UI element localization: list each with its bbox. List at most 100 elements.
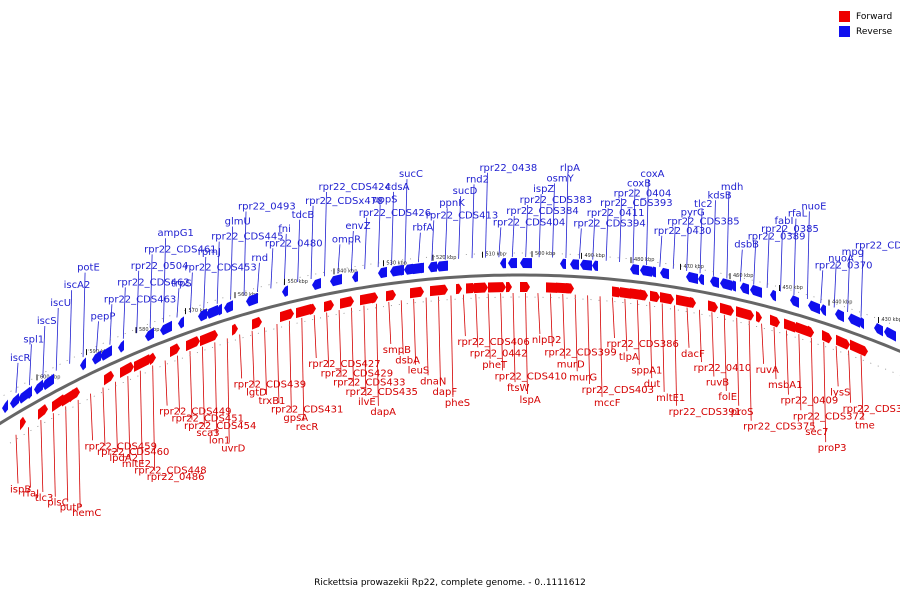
reverse-gene-arrow bbox=[100, 345, 112, 361]
gene-label: coxA bbox=[640, 169, 664, 180]
connector-line bbox=[806, 211, 810, 300]
connector-line bbox=[230, 226, 234, 300]
connector-line bbox=[65, 406, 69, 502]
tick-label: 490 kbp bbox=[585, 253, 605, 259]
connector-line bbox=[462, 294, 466, 337]
connector-line bbox=[723, 314, 727, 392]
forward-gene-arrow bbox=[720, 302, 734, 316]
label-connector-lines bbox=[15, 172, 864, 507]
connector-line bbox=[102, 387, 106, 446]
gene-label: rpr22_CDS410 bbox=[495, 371, 567, 382]
connector-line bbox=[450, 295, 454, 397]
gene-label: iscR bbox=[10, 353, 30, 364]
reverse-swatch bbox=[839, 26, 850, 37]
connector-line bbox=[375, 303, 379, 406]
reverse-gene-arrow bbox=[740, 282, 749, 295]
connector-line bbox=[404, 179, 408, 264]
gene-label: ampG1 bbox=[158, 228, 194, 239]
reverse-gene-arrow bbox=[808, 300, 820, 315]
gene-label: mltE1 bbox=[656, 393, 685, 404]
gene-label: rpr22_CDS435 bbox=[346, 387, 418, 398]
reverse-gene-arrow bbox=[246, 293, 258, 307]
connector-line bbox=[498, 227, 502, 258]
gene-label: leuS bbox=[408, 366, 430, 377]
connector-line bbox=[592, 218, 596, 260]
gene-label: nuoE bbox=[801, 201, 826, 212]
forward-gene-arrow bbox=[736, 306, 754, 321]
reverse-gene-arrow bbox=[410, 262, 422, 275]
connector-line bbox=[96, 321, 99, 351]
connector-line bbox=[739, 249, 743, 282]
gene-label: lgtD bbox=[246, 388, 267, 399]
forward-gene-arrow bbox=[324, 299, 334, 312]
gene-label: rpr22_CDS427 bbox=[308, 359, 380, 370]
gene-label: rpr22_CDS445 bbox=[211, 232, 283, 243]
gene-label: rpr22_CDS384 bbox=[506, 206, 578, 217]
gene-label: msbA1 bbox=[768, 380, 803, 391]
connector-line bbox=[599, 296, 603, 397]
connector-line bbox=[15, 362, 19, 393]
gene-label: tlc2 bbox=[694, 199, 713, 210]
connector-line bbox=[786, 330, 789, 395]
forward-gene-arrow bbox=[386, 289, 396, 302]
reverse-gene-arrow bbox=[330, 274, 342, 287]
gene-label: rpr22_CDS449 bbox=[159, 407, 231, 418]
gene-label: fabI bbox=[775, 216, 794, 227]
gene-label: murD bbox=[557, 360, 585, 371]
gene-label: rnd bbox=[251, 253, 268, 264]
gene-label: hemC bbox=[72, 508, 101, 519]
legend-forward-label: Forward bbox=[856, 11, 893, 22]
backbone-arc bbox=[0, 273, 900, 426]
gene-label: dut bbox=[644, 379, 661, 390]
reverse-gene-arrow bbox=[580, 259, 592, 271]
forward-gene-arrow bbox=[38, 404, 48, 420]
connector-line bbox=[636, 300, 640, 365]
connector-line bbox=[537, 293, 541, 335]
forward-gene-arrow bbox=[372, 292, 378, 304]
reverse-gene-arrow bbox=[80, 357, 86, 371]
gene-label: rpr22_0504 bbox=[131, 261, 189, 272]
gene-label: ispB bbox=[10, 484, 31, 495]
gene-label: sucC bbox=[399, 169, 423, 180]
gene-label: rpr22_0370 bbox=[815, 260, 873, 271]
gene-label: tdcB bbox=[292, 210, 315, 221]
gene-label: tme bbox=[855, 420, 875, 431]
connector-line bbox=[203, 256, 207, 309]
reverse-gene-arrow bbox=[398, 264, 404, 276]
gene-label: ruvB bbox=[706, 377, 729, 388]
forward-gene-arrow bbox=[784, 318, 798, 333]
gene-label: rpr22_CDS431 bbox=[271, 404, 343, 415]
connector-line bbox=[847, 256, 850, 313]
connector-line bbox=[149, 254, 153, 328]
tick-label: 460 kbp bbox=[733, 273, 753, 279]
forward-gene-arrow bbox=[640, 289, 646, 301]
tick-label: 570 kbp bbox=[189, 308, 209, 314]
connector-line bbox=[471, 184, 475, 259]
connector-line bbox=[860, 355, 864, 420]
connector-line bbox=[487, 293, 491, 359]
gene-label: ppnK bbox=[439, 198, 465, 209]
forward-gene-arrow bbox=[708, 300, 718, 313]
reverse-gene-arrow bbox=[282, 285, 288, 297]
forward-gene-arrow bbox=[134, 354, 152, 372]
gene-label: dapA bbox=[370, 407, 396, 418]
connector-line bbox=[793, 218, 797, 296]
reverse-gene-arrow bbox=[686, 271, 698, 285]
genome-caption: Rickettsia prowazekii Rp22, complete gen… bbox=[314, 578, 586, 588]
connector-line bbox=[525, 204, 529, 258]
gene-label: rpmJ bbox=[198, 247, 221, 258]
gene-label: pheS bbox=[445, 398, 470, 409]
gene-label: potE bbox=[77, 263, 100, 274]
gene-label: trxB1 bbox=[259, 396, 286, 407]
reverse-gene-arrow bbox=[428, 261, 437, 273]
reverse-gene-arrow bbox=[720, 278, 732, 291]
gene-label: fni bbox=[278, 224, 291, 235]
forward-gene-arrow bbox=[340, 296, 354, 309]
connector-line bbox=[377, 204, 381, 268]
connector-line bbox=[549, 293, 553, 347]
connector-line bbox=[297, 219, 301, 282]
reverse-gene-arrow bbox=[874, 322, 883, 337]
gene-label: rpr22_0493 bbox=[238, 202, 296, 213]
reverse-gene-arrow bbox=[390, 265, 402, 277]
connector-line bbox=[820, 270, 824, 304]
